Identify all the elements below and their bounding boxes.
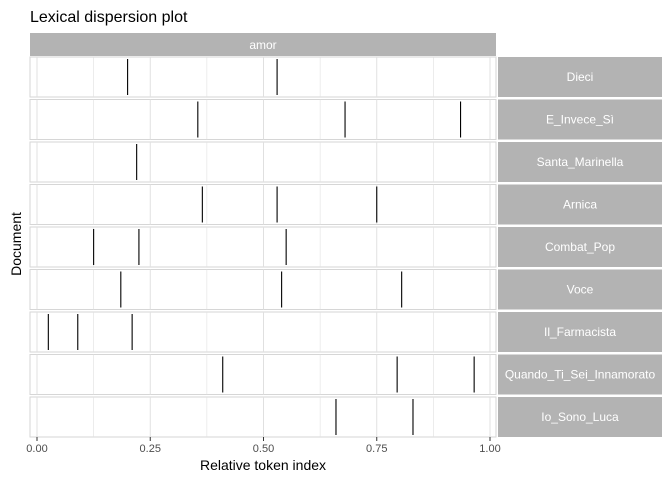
document-label: Il_Farmacista bbox=[544, 325, 616, 339]
panel-row: Santa_Marinella bbox=[29, 141, 662, 183]
document-strip bbox=[498, 57, 662, 97]
panel-row: Quando_Ti_Sei_Innamorato bbox=[29, 354, 662, 395]
document-strip bbox=[498, 99, 662, 140]
panel-row: Voce bbox=[29, 269, 662, 310]
facet-strip bbox=[30, 33, 496, 56]
chart-title: Lexical dispersion plot bbox=[30, 9, 188, 26]
document-label: Voce bbox=[567, 283, 594, 297]
x-tick-label: 0.50 bbox=[253, 443, 274, 455]
document-label: Arnica bbox=[563, 198, 597, 212]
document-label: Io_Sono_Luca bbox=[541, 410, 619, 424]
facet-strip-label: amor bbox=[249, 38, 276, 52]
panel-row: Io_Sono_Luca bbox=[29, 396, 662, 438]
panel-row: E_Invece_Sì bbox=[29, 99, 662, 140]
panel-row: Il_Farmacista bbox=[29, 311, 662, 353]
y-axis-title: Document bbox=[8, 212, 24, 276]
x-tick-label: 0.75 bbox=[366, 443, 387, 455]
panel-row: Combat_Pop bbox=[29, 226, 662, 268]
document-label: Santa_Marinella bbox=[537, 155, 624, 169]
panel-group: Dieci E_Invece_Sì Santa_Marinella Arnica Com… bbox=[29, 56, 662, 438]
panel-row: Arnica bbox=[29, 184, 662, 225]
document-label: Dieci bbox=[567, 70, 594, 84]
document-strip bbox=[498, 397, 662, 437]
document-label: Quando_Ti_Sei_Innamorato bbox=[505, 368, 656, 382]
x-tick-label: 0.25 bbox=[140, 443, 161, 455]
panel-row: Dieci bbox=[29, 56, 662, 98]
document-strip bbox=[498, 227, 662, 267]
x-tick-label: 0.00 bbox=[26, 443, 47, 455]
document-label: E_Invece_Sì bbox=[546, 113, 614, 127]
document-label: Combat_Pop bbox=[545, 240, 615, 254]
document-strip bbox=[498, 312, 662, 352]
x-tick-label: 1.00 bbox=[479, 443, 500, 455]
document-strip bbox=[498, 184, 662, 225]
x-axis: 0.00 0.25 0.50 0.75 1.00 bbox=[26, 437, 501, 455]
document-strip bbox=[498, 142, 662, 182]
document-strip bbox=[498, 354, 662, 395]
document-strip bbox=[498, 269, 662, 310]
x-axis-title: Relative token index bbox=[200, 457, 326, 473]
